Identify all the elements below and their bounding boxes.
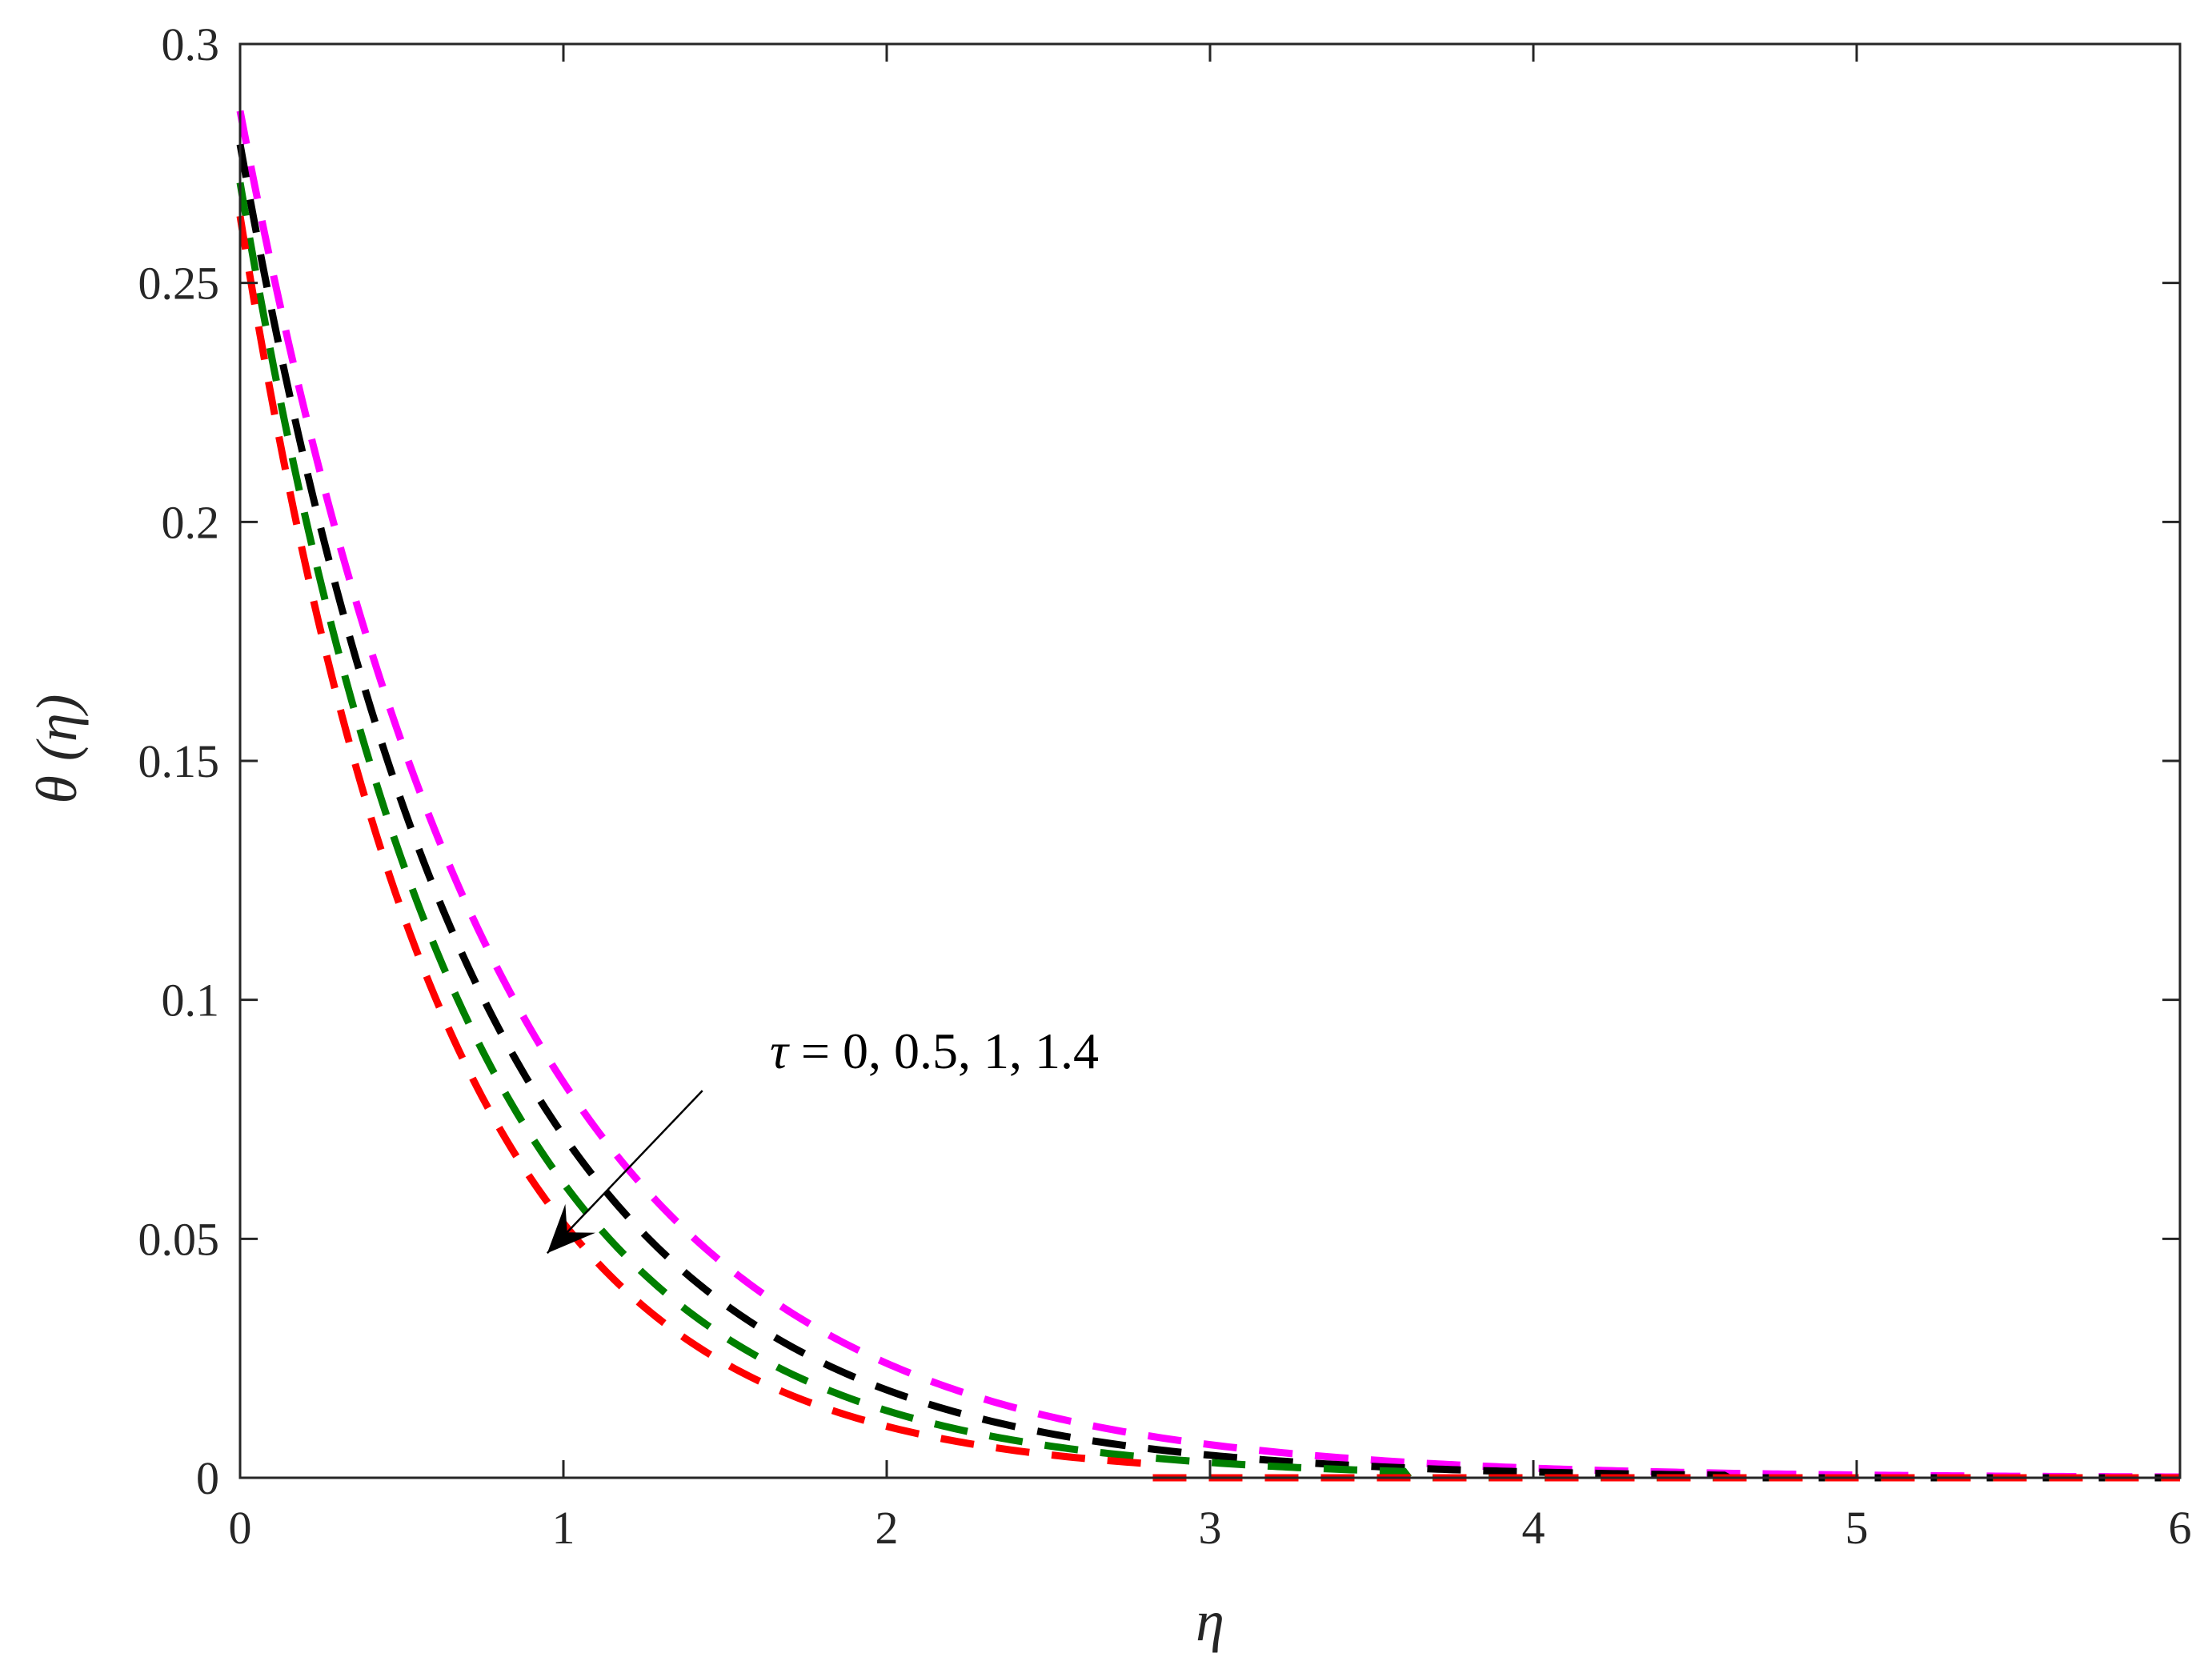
annotation-values: = 0, 0.5, 1, 1.4 xyxy=(788,1023,1099,1079)
x-tick-label: 2 xyxy=(876,1502,899,1554)
series-line-1 xyxy=(236,110,2181,1481)
annotation-text: τ = 0, 0.5, 1, 1.4 xyxy=(770,1023,1099,1079)
x-tick-label: 6 xyxy=(2169,1502,2192,1554)
x-tick-label: 1 xyxy=(552,1502,575,1554)
annotation-arrow-line xyxy=(546,1090,703,1255)
y-tick-label: 0.1 xyxy=(162,975,220,1027)
y-tick-label: 0.2 xyxy=(162,496,220,548)
series-line-2 xyxy=(236,143,2180,1482)
y-axis-label: θ (η) xyxy=(25,694,89,803)
x-tick-label: 4 xyxy=(1522,1502,1545,1554)
annotation-arrow-head xyxy=(547,1203,595,1254)
annotation: τ = 0, 0.5, 1, 1.4 xyxy=(546,1023,1099,1255)
y-tick-label: 0.15 xyxy=(138,735,220,787)
x-axis-label: η xyxy=(1196,1589,1224,1653)
annotation-symbol: τ xyxy=(770,1023,790,1079)
y-tick-label: 0.05 xyxy=(138,1213,220,1265)
x-tick-label: 0 xyxy=(229,1502,252,1554)
x-tick-label: 5 xyxy=(1845,1502,1869,1554)
x-tick-label: 3 xyxy=(1199,1502,1222,1554)
y-tick-label: 0 xyxy=(196,1452,219,1504)
y-tick-label: 0.3 xyxy=(162,18,220,70)
ticks-layer: 0 1 2 3 4 5 6 0 0.05 0.1 0.15 0.2 0.25 0.3 xyxy=(138,18,2192,1554)
y-tick-label: 0.25 xyxy=(138,258,220,310)
